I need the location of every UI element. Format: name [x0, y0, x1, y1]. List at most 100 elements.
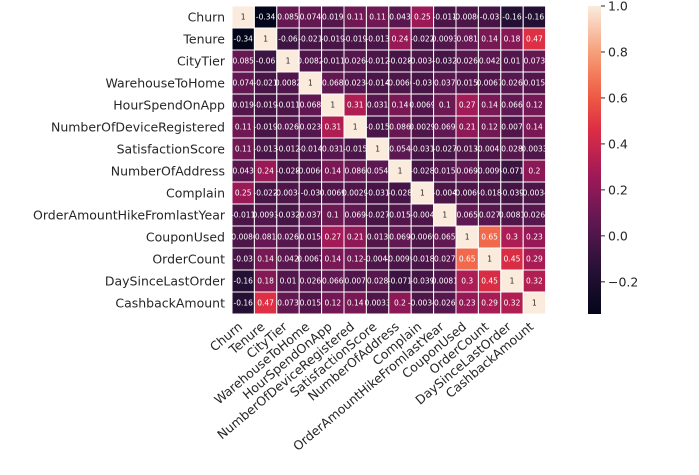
- cell-value-label: 0.069: [389, 233, 411, 242]
- cell-value-label: -0.011: [231, 211, 255, 220]
- cell-value-label: -0.019: [343, 35, 367, 44]
- cell-value-label: -0.015: [343, 145, 367, 154]
- cell-value-label: 0.031: [322, 145, 344, 154]
- cell-value-label: 0.037: [300, 211, 322, 220]
- cell-value-label: 0.0069: [320, 189, 346, 198]
- cell-value-label: 0.026: [501, 79, 523, 88]
- colorbar-tick-label: 0.2: [608, 182, 628, 197]
- cell-value-label: 0.32: [504, 299, 521, 308]
- cell-value-label: -0.012: [366, 57, 390, 66]
- cell-value-label: 0.026: [277, 233, 299, 242]
- cell-value-label: 1: [308, 79, 313, 88]
- cell-value-label: 0.026: [344, 57, 366, 66]
- y-tick-label: WarehouseToHome: [105, 76, 225, 91]
- cell-value-label: 0.0082: [275, 79, 301, 88]
- cell-value-label: 0.054: [367, 167, 389, 176]
- y-tick-label: CouponUsed: [146, 230, 225, 245]
- cell-value-label: 0.47: [526, 35, 543, 44]
- cell-value-label: -0.16: [502, 13, 522, 22]
- cell-value-label: 0.073: [277, 299, 299, 308]
- cell-value-label: 0.013: [456, 145, 478, 154]
- cell-value-label: 0.27: [324, 233, 341, 242]
- cell-value-label: 0.14: [257, 255, 274, 264]
- cell-value-label: 0.081: [255, 233, 277, 242]
- cell-value-label: 0.026: [277, 123, 299, 132]
- cell-value-label: 0.29: [481, 299, 498, 308]
- cell-value-label: 0.24: [257, 167, 274, 176]
- cell-value-label: 0.007: [344, 277, 366, 286]
- cell-value-label: 0.65: [481, 233, 498, 242]
- cell-value-label: 1: [487, 255, 492, 264]
- cell-value-label: 0.042: [277, 255, 299, 264]
- cell-value-label: 0.12: [526, 101, 543, 110]
- cell-value-label: 0.081: [456, 35, 478, 44]
- cell-value-label: -0.071: [388, 277, 412, 286]
- cell-value-label: 0.043: [389, 13, 411, 22]
- y-tick-label: OrderCount: [152, 252, 225, 267]
- cell-value-label: 1: [420, 189, 425, 198]
- cell-value-label: -0.03: [233, 255, 253, 264]
- cell-value-label: 0.25: [235, 189, 252, 198]
- colorbar-tick-label: 0.8: [608, 44, 628, 59]
- cell-value-label: 0.015: [524, 79, 546, 88]
- cell-value-label: 1: [532, 299, 537, 308]
- cell-value-label: 0.29: [526, 255, 543, 264]
- cell-value-label: 0.32: [526, 277, 543, 286]
- cell-value-label: 0.026: [456, 57, 478, 66]
- cell-value-label: -0.039: [410, 277, 434, 286]
- cell-value-label: -0.039: [500, 189, 524, 198]
- cell-value-label: -0.0043: [363, 255, 392, 264]
- cell-value-label: 1: [398, 167, 403, 176]
- cell-value-label: 0.069: [434, 123, 456, 132]
- cell-value-label: 0.0081: [499, 211, 525, 220]
- cell-value-label: 1: [286, 57, 291, 66]
- y-tick-label: HourSpendOnApp: [113, 98, 225, 113]
- y-tick-label: OrderAmountHikeFromlastYear: [33, 208, 226, 223]
- cell-value-label: -0.027: [366, 211, 390, 220]
- cell-value-label: -0.0086: [229, 233, 258, 242]
- cell-value-label: -0.014: [298, 145, 322, 154]
- cell-value-label: 0.14: [324, 167, 341, 176]
- cell-value-label: 0.21: [347, 233, 364, 242]
- cell-value-label: 1: [241, 13, 246, 22]
- cell-value-label: -0.019: [254, 123, 278, 132]
- cell-value-label: 0.015: [300, 299, 322, 308]
- cell-value-label: -0.027: [433, 145, 457, 154]
- cell-value-label: 0.026: [300, 277, 322, 286]
- y-tick-label: NumberOfDeviceRegistered: [51, 120, 225, 135]
- cell-value-label: 0.23: [459, 299, 476, 308]
- cell-value-label: 0.066: [501, 101, 523, 110]
- cell-value-label: -0.028: [388, 57, 412, 66]
- cell-value-label: 0.2: [528, 167, 540, 176]
- colorbar-tick-label: −0.2: [608, 274, 638, 289]
- cell-value-label: 1: [510, 277, 515, 286]
- cell-value-label: 0.074: [232, 79, 254, 88]
- cell-value-label: -0.34: [233, 35, 253, 44]
- cell-value-label: 0.028: [501, 145, 523, 154]
- cell-value-label: -0.06: [256, 57, 276, 66]
- cell-value-label: -0.0066: [296, 167, 325, 176]
- y-tick-label: Tenure: [182, 32, 225, 47]
- y-tick-label: Churn: [188, 10, 225, 25]
- colorbar-tick-label: 0.6: [608, 90, 628, 105]
- cell-value-label: -0.004: [433, 189, 457, 198]
- cell-value-label: 0.18: [504, 35, 521, 44]
- cell-value-label: -0.032: [276, 211, 300, 220]
- cell-value-label: -0.0034: [274, 189, 303, 198]
- cell-value-label: 0.019: [322, 13, 344, 22]
- cell-value-label: 0.068: [300, 101, 322, 110]
- cell-value-label: 0.21: [459, 123, 476, 132]
- cell-value-label: 0.1: [439, 101, 451, 110]
- cell-value-label: 0.074: [300, 13, 322, 22]
- cell-value-label: -0.013: [366, 35, 390, 44]
- cell-value-label: 0.14: [526, 123, 543, 132]
- cell-value-label: -0.019: [254, 101, 278, 110]
- cell-value-label: -0.0086: [453, 13, 482, 22]
- cell-value-label: -0.028: [388, 189, 412, 198]
- cell-value-label: -0.071: [500, 167, 524, 176]
- cell-value-label: 0.18: [257, 277, 274, 286]
- cell-value-label: 0.0081: [432, 277, 458, 286]
- cell-value-label: 0.023: [300, 123, 322, 132]
- cell-value-label: 0.043: [232, 167, 254, 176]
- cell-value-label: -0.028: [276, 167, 300, 176]
